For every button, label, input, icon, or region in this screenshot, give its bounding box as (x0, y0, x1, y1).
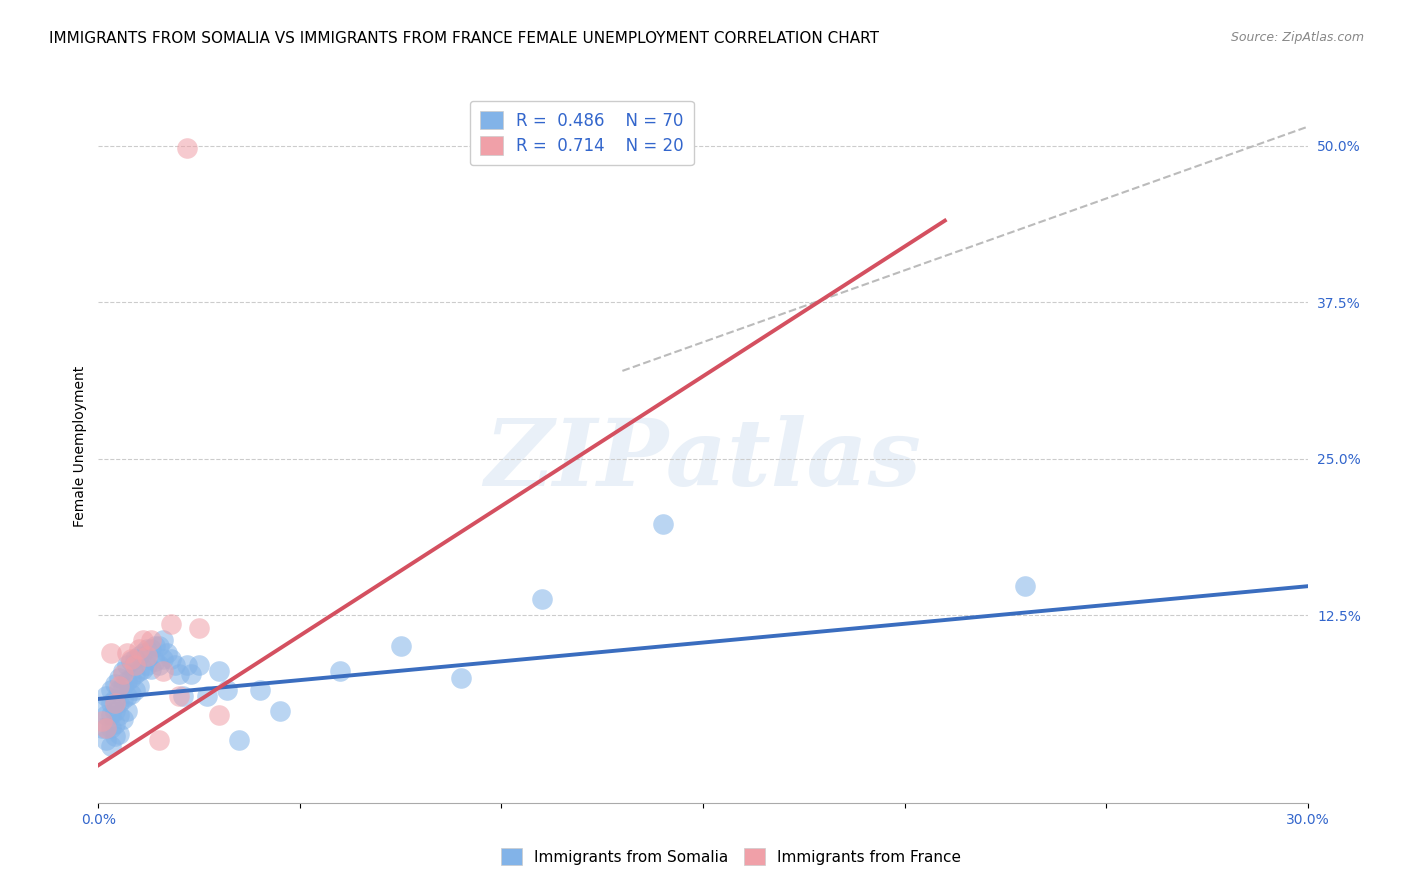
Point (217, 683, 239, 698)
Point (124, 683, 146, 698)
Point (156, 646, 179, 660)
Point (100, 739, 122, 754)
Point (111, 666, 134, 681)
Point (132, 646, 155, 660)
Point (107, 683, 129, 698)
Point (135, 649, 157, 664)
Point (107, 679, 129, 693)
Point (176, 658, 198, 673)
Point (180, 666, 202, 681)
Point (269, 705, 291, 719)
Point (160, 616, 183, 631)
Point (96, 721, 118, 735)
Point (115, 690, 138, 704)
Point (208, 708, 231, 723)
Point (128, 665, 150, 679)
Point (167, 690, 190, 704)
Point (115, 705, 138, 719)
Point (139, 641, 162, 656)
Point (124, 658, 146, 673)
Point (124, 652, 146, 666)
Point (176, 141, 198, 155)
Point (103, 696, 125, 710)
Point (132, 662, 155, 676)
Point (96, 721, 118, 735)
Point (228, 733, 250, 747)
Point (111, 712, 134, 726)
Point (100, 696, 122, 710)
Point (107, 671, 129, 685)
Point (96, 733, 118, 747)
Point (107, 696, 129, 710)
Point (139, 662, 162, 676)
Point (128, 679, 150, 693)
Point (103, 692, 125, 706)
Point (120, 671, 142, 685)
Point (115, 674, 138, 689)
Point (148, 658, 170, 673)
Point (651, 516, 673, 531)
Legend: Immigrants from Somalia, Immigrants from France: Immigrants from Somalia, Immigrants from… (495, 842, 967, 871)
Y-axis label: Female Unemployment: Female Unemployment (73, 366, 87, 526)
Point (143, 654, 166, 668)
Point (91, 702, 114, 716)
Point (107, 727, 129, 741)
Point (167, 666, 190, 681)
Point (208, 665, 231, 679)
Point (135, 641, 157, 656)
Point (124, 666, 146, 681)
Text: Source: ZipAtlas.com: Source: ZipAtlas.com (1230, 31, 1364, 45)
Point (160, 652, 183, 666)
Point (128, 641, 150, 656)
Point (152, 652, 174, 666)
Point (249, 683, 271, 698)
Point (128, 649, 150, 664)
Point (1014, 579, 1036, 593)
Point (120, 687, 142, 701)
Point (100, 721, 122, 735)
Point (115, 658, 138, 673)
Point (100, 646, 122, 660)
Point (91, 714, 114, 729)
Point (148, 640, 170, 654)
Point (389, 640, 412, 654)
Point (188, 658, 211, 673)
Point (188, 621, 211, 635)
Point (139, 633, 162, 648)
Point (100, 708, 122, 723)
Point (107, 708, 129, 723)
Point (103, 730, 125, 744)
Point (195, 690, 218, 704)
Point (143, 640, 166, 654)
Point (152, 665, 174, 679)
Point (111, 665, 134, 679)
Point (100, 683, 122, 698)
Point (96, 708, 118, 723)
Legend: R =  0.486    N = 70, R =  0.714    N = 20: R = 0.486 N = 70, R = 0.714 N = 20 (470, 101, 693, 165)
Point (148, 733, 170, 747)
Point (172, 690, 194, 704)
Point (450, 671, 472, 685)
Point (103, 677, 125, 691)
Point (96, 690, 118, 704)
Point (329, 665, 352, 679)
Point (120, 654, 142, 668)
Point (135, 658, 157, 673)
Point (120, 652, 142, 666)
Point (111, 692, 134, 706)
Point (115, 646, 138, 660)
Point (91, 721, 114, 735)
Point (103, 705, 125, 719)
Point (132, 633, 155, 648)
Point (530, 591, 553, 606)
Point (163, 658, 186, 673)
Text: ZIPatlas: ZIPatlas (485, 416, 921, 505)
Point (111, 679, 134, 693)
Point (103, 717, 125, 731)
Text: IMMIGRANTS FROM SOMALIA VS IMMIGRANTS FROM FRANCE FEMALE UNEMPLOYMENT CORRELATIO: IMMIGRANTS FROM SOMALIA VS IMMIGRANTS FR… (49, 31, 879, 46)
Point (152, 633, 174, 648)
